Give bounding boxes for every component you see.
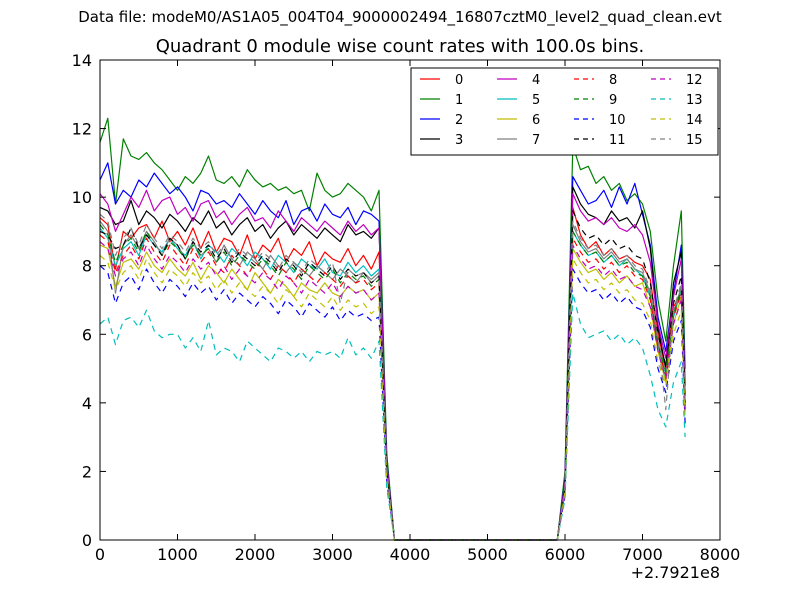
series-line-8 — [99, 234, 686, 541]
x-tick-label: 1000 — [157, 545, 198, 564]
chart-title: Quadrant 0 module wise count rates with … — [155, 36, 645, 57]
y-tick-label: 14 — [72, 51, 92, 70]
x-axis-offset-label: +2.7921e8 — [631, 563, 720, 582]
x-tick-label: 4000 — [390, 545, 431, 564]
legend-label-6: 6 — [532, 113, 540, 128]
legend-label-11: 11 — [609, 133, 626, 148]
legend-label-8: 8 — [609, 73, 617, 88]
legend-label-10: 10 — [609, 113, 626, 128]
legend-label-3: 3 — [455, 133, 463, 148]
series-line-11 — [99, 210, 686, 541]
x-tick-label: 6000 — [545, 545, 586, 564]
series-line-3 — [99, 186, 686, 541]
x-axis: 0 1000 2000 3000 4000 5000 6000 7000 8000 — [95, 60, 740, 564]
legend-label-9: 9 — [609, 93, 617, 108]
legend-frame — [410, 67, 719, 156]
series-line-0 — [99, 206, 686, 541]
series-line-1 — [99, 117, 686, 541]
y-tick-label: 8 — [82, 257, 92, 276]
y-tick-label: 0 — [82, 531, 92, 550]
legend-label-0: 0 — [455, 73, 463, 88]
x-tick-label: 7000 — [622, 545, 663, 564]
plot-lines — [99, 117, 686, 541]
series-line-9 — [99, 224, 686, 541]
series-line-6 — [99, 244, 686, 541]
x-tick-label: 8000 — [700, 545, 741, 564]
legend-label-12: 12 — [686, 73, 703, 88]
series-line-15 — [99, 213, 686, 541]
x-tick-label: 2000 — [235, 545, 276, 564]
x-tick-label: 0 — [95, 545, 105, 564]
y-tick-label: 2 — [82, 462, 92, 481]
y-tick-label: 12 — [72, 120, 92, 139]
legend-label-4: 4 — [532, 73, 540, 88]
legend-label-14: 14 — [686, 113, 703, 128]
x-tick-label: 3000 — [312, 545, 353, 564]
legend-label-1: 1 — [455, 93, 463, 108]
legend-label-2: 2 — [455, 113, 463, 128]
series-line-4 — [99, 189, 686, 541]
series-line-2 — [99, 162, 686, 541]
y-tick-label: 6 — [82, 325, 92, 344]
series-line-12 — [99, 241, 686, 541]
legend-label-5: 5 — [532, 93, 540, 108]
legend-label-13: 13 — [686, 93, 703, 108]
legend-label-7: 7 — [532, 133, 540, 148]
series-line-13 — [99, 292, 686, 541]
series-line-10 — [99, 265, 686, 541]
series-line-14 — [99, 254, 686, 541]
y-tick-label: 10 — [72, 188, 92, 207]
y-tick-label: 4 — [82, 394, 92, 413]
x-tick-label: 5000 — [467, 545, 508, 564]
series-line-5 — [99, 227, 686, 541]
figure-suptitle: Data file: modeM0/AS1A05_004T04_90000024… — [78, 8, 722, 26]
legend-label-15: 15 — [686, 133, 703, 148]
